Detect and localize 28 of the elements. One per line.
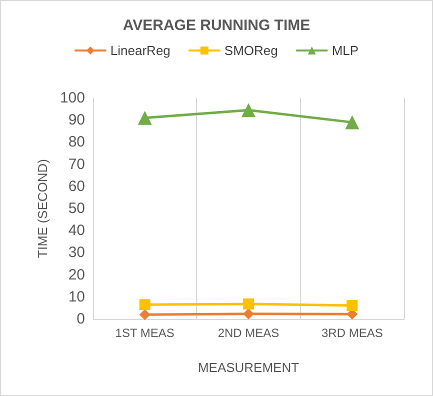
chart-title: AVERAGE RUNNING TIME: [122, 17, 310, 34]
y-tick-label: 0: [76, 310, 85, 328]
y-tick-label: 90: [68, 112, 85, 129]
point: [243, 308, 254, 320]
point: [139, 299, 150, 310]
y-tick-label: 20: [68, 266, 85, 284]
legend-label: LinearReg: [110, 43, 170, 58]
y-tick-label: 100: [60, 90, 85, 106]
y-tick-label: 30: [68, 244, 85, 262]
x-tick-label: 3RD MEAS: [321, 326, 383, 340]
x-tick-label: 2ND MEAS: [218, 326, 280, 340]
point: [138, 110, 152, 125]
legend-label: SMOReg: [224, 43, 278, 58]
y-tick-label: 40: [68, 222, 85, 240]
y-tick-label: 80: [68, 134, 85, 151]
y-tick-label: 60: [68, 178, 85, 195]
point: [346, 300, 358, 312]
y-tick-label: 50: [68, 200, 85, 217]
point: [242, 103, 256, 118]
point: [139, 309, 150, 320]
x-axis-title: MEASUREMENT: [198, 360, 300, 375]
y-axis-title: TIME (SECOND): [35, 159, 50, 258]
y-tick-label: 70: [68, 156, 85, 173]
point: [345, 115, 360, 130]
legend-label: MLP: [332, 43, 359, 58]
point: [243, 298, 254, 310]
x-tick-label: 1ST MEAS: [115, 326, 174, 340]
y-tick-label: 10: [68, 288, 85, 306]
